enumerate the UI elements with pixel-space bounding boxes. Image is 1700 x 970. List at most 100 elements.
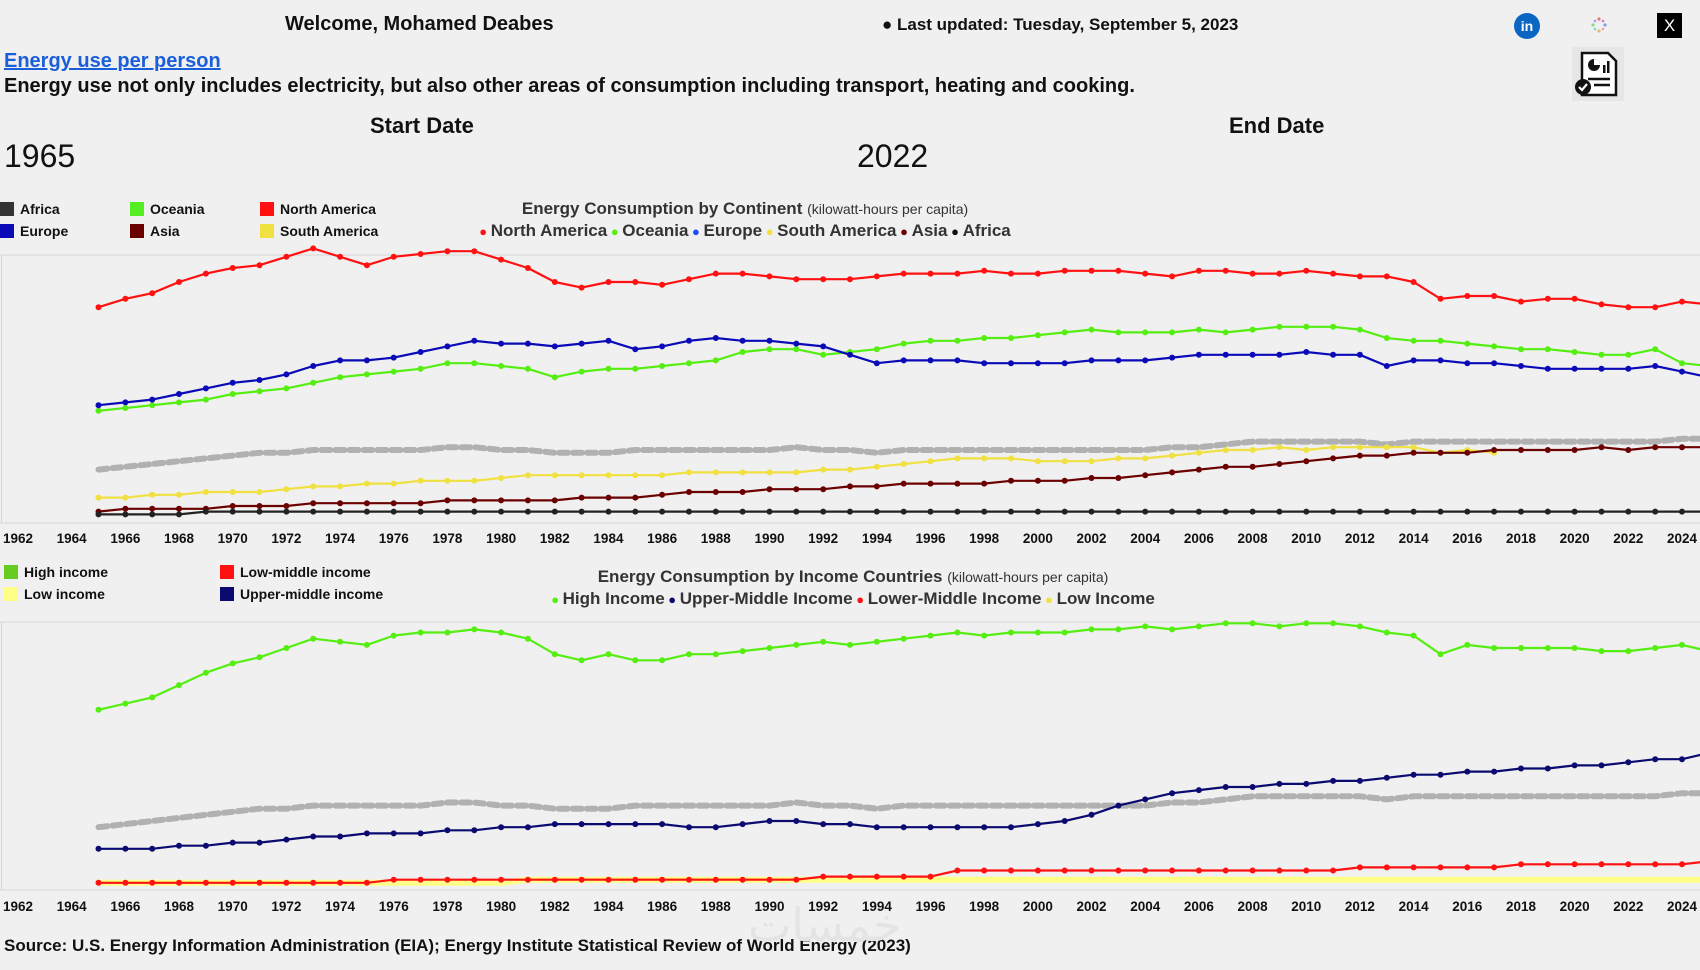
point-africa-2021 [1598, 508, 1605, 515]
x-tick-1966: 1966 [110, 531, 141, 546]
point-europe-1977 [417, 349, 424, 355]
point-north-america-2012 [1356, 273, 1363, 280]
point-lower-middle-income-2021 [1598, 861, 1605, 868]
x-tick-1990: 1990 [754, 899, 784, 914]
point-lower-middle-income-2009 [1276, 867, 1283, 874]
point-south-america-1977 [417, 477, 424, 484]
point-lower-middle-income-2013 [1383, 864, 1390, 871]
point-south-america-2010 [1303, 447, 1310, 453]
legend-box-upper-middle-income [220, 587, 234, 601]
point-north-america-1984 [605, 279, 612, 285]
point-south-america-1990 [766, 469, 773, 476]
point-high-income-1993 [847, 641, 853, 648]
title-link[interactable]: Energy use per person [4, 50, 221, 72]
point-upper-middle-income-2003 [1115, 802, 1122, 809]
point-north-america-2022 [1625, 304, 1632, 311]
dots-icon[interactable] [1590, 16, 1608, 34]
point-upper-middle-income-1988 [712, 824, 719, 831]
x-tick-2012: 2012 [1345, 899, 1375, 914]
point-asia-2003 [1115, 475, 1122, 481]
point-oceania-2023 [1652, 346, 1659, 353]
point-europe-1983 [578, 340, 585, 347]
point-lower-middle-income-1972 [283, 879, 290, 886]
legend-box-label-oceania: Oceania [150, 201, 205, 217]
point-lower-middle-income-1976 [390, 876, 397, 883]
point-lower-middle-income-2012 [1356, 864, 1363, 871]
legend-dot-africa: ● [948, 224, 963, 239]
point-oceania-2022 [1625, 351, 1632, 358]
point-asia-2002 [1088, 475, 1095, 481]
x-tick-1994: 1994 [862, 899, 893, 914]
x-tick-1986: 1986 [647, 899, 678, 914]
point-europe-2004 [1142, 357, 1149, 364]
linkedin-icon[interactable]: in [1514, 13, 1540, 39]
point-upper-middle-income-1989 [739, 821, 746, 828]
x-tick-2018: 2018 [1506, 531, 1537, 546]
point-oceania-1968 [176, 399, 182, 406]
point-asia-1983 [578, 494, 585, 501]
point-africa-1997 [954, 508, 961, 515]
point-europe-1981 [524, 340, 531, 347]
point-high-income-2006 [1195, 623, 1202, 630]
point-asia-2021 [1598, 444, 1605, 451]
point-lower-middle-income-1965 [95, 879, 102, 886]
point-europe-2019 [1544, 365, 1551, 372]
legend-label-south-america: South America [777, 221, 897, 240]
point-north-america-2017 [1491, 293, 1498, 299]
point-europe-2000 [1034, 360, 1041, 367]
close-button[interactable]: X [1657, 13, 1682, 38]
point-africa-2019 [1544, 508, 1551, 515]
x-tick-2020: 2020 [1560, 899, 1590, 914]
point-oceania-1967 [149, 402, 156, 409]
point-south-america-2001 [1061, 458, 1068, 465]
point-high-income-2010 [1303, 620, 1310, 627]
start-date-value[interactable]: 1965 [4, 138, 76, 174]
point-africa-1980 [498, 508, 505, 515]
point-lower-middle-income-2023 [1652, 861, 1659, 868]
point-south-america-2014 [1410, 444, 1417, 451]
point-asia-2023 [1652, 444, 1659, 451]
point-south-america-1979 [471, 477, 478, 484]
point-high-income-2016 [1464, 641, 1471, 648]
point-asia-2000 [1034, 477, 1041, 484]
point-lower-middle-income-2017 [1491, 864, 1498, 871]
point-north-america-1983 [578, 284, 585, 291]
point-africa-2017 [1491, 508, 1498, 515]
point-africa-1988 [712, 508, 719, 515]
point-oceania-1973 [310, 379, 317, 386]
point-high-income-2018 [1518, 645, 1524, 651]
point-asia-2008 [1249, 463, 1256, 470]
point-upper-middle-income-1999 [1008, 824, 1014, 831]
point-europe-2009 [1276, 351, 1283, 358]
point-lower-middle-income-2003 [1115, 867, 1122, 874]
point-africa-2007 [1222, 508, 1229, 515]
point-lower-middle-income-2004 [1142, 867, 1149, 874]
legend-label-upper-middle-income: Upper-Middle Income [680, 589, 853, 608]
point-lower-middle-income-1989 [739, 876, 746, 883]
report-icon[interactable] [1572, 47, 1624, 101]
point-north-america-2002 [1088, 267, 1095, 274]
point-africa-1969 [202, 508, 209, 515]
point-high-income-2011 [1330, 620, 1337, 627]
end-date-value[interactable]: 2022 [857, 138, 929, 174]
source-text: Source: U.S. Energy Information Administ… [4, 936, 911, 955]
point-lower-middle-income-1970 [229, 879, 236, 886]
point-africa-1983 [578, 508, 585, 515]
point-south-america-2005 [1169, 452, 1176, 459]
legend-label-low-income: Low Income [1057, 589, 1155, 608]
point-south-america-1974 [337, 483, 344, 490]
point-south-america-1992 [820, 466, 827, 473]
point-oceania-2021 [1598, 351, 1605, 358]
x-tick-1976: 1976 [379, 899, 410, 914]
point-north-america-1975 [363, 262, 370, 269]
x-tick-1978: 1978 [432, 899, 463, 914]
point-oceania-2006 [1195, 326, 1202, 333]
point-africa-2012 [1356, 508, 1363, 515]
point-africa-1977 [417, 508, 424, 515]
point-lower-middle-income-1995 [900, 873, 907, 880]
x-tick-2002: 2002 [1077, 899, 1107, 914]
point-north-america-2014 [1410, 279, 1417, 285]
x-tick-1970: 1970 [218, 531, 248, 546]
point-asia-2011 [1330, 455, 1337, 462]
point-africa-1989 [739, 508, 746, 515]
